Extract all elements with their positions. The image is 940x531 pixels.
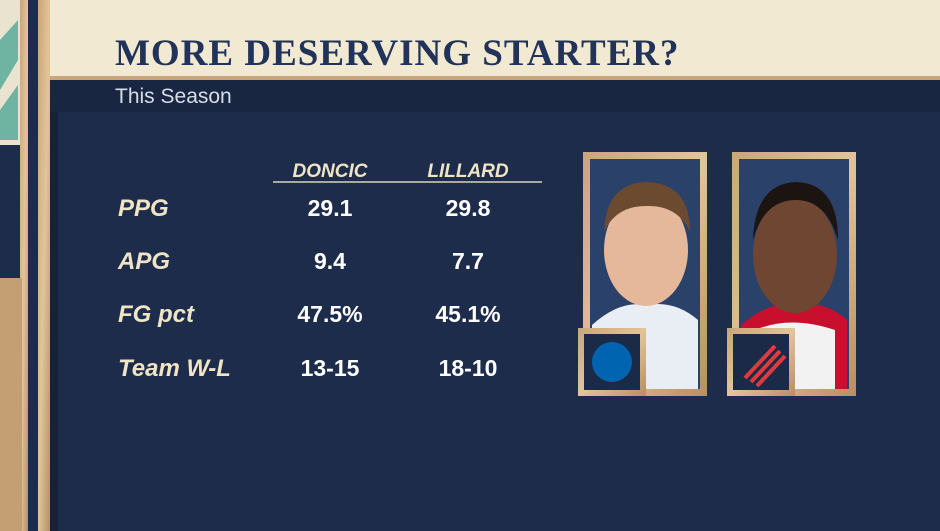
row-label: Team W-L: [118, 355, 231, 382]
player-card: [727, 152, 856, 396]
cell-value: 18-10: [439, 355, 498, 381]
logo: [743, 344, 787, 388]
column-header: LILLARD: [427, 161, 509, 182]
wood-strip: [38, 0, 50, 531]
cell-value: 45.1%: [435, 301, 500, 327]
cell-value: 47.5%: [297, 301, 362, 327]
wood-panel: [0, 278, 22, 531]
banner-edge: [50, 76, 940, 80]
player-card: [578, 152, 707, 396]
hair: [604, 182, 690, 232]
head: [753, 197, 837, 313]
row-label: PPG: [118, 195, 169, 222]
subtitle: This Season: [115, 85, 232, 108]
cell-value: 13-15: [301, 355, 360, 381]
cell-value: 29.8: [446, 195, 491, 221]
row-label: FG pct: [118, 301, 195, 328]
stats-table: DONCIC LILLARD PPG 29.1 29.8 APG 9.4 7.7 FG pct 4…: [117, 161, 509, 382]
shadow: [50, 0, 58, 531]
subtitle-band: [50, 80, 940, 112]
column-header: DONCIC: [293, 161, 368, 182]
cell-value: 9.4: [314, 248, 346, 274]
head: [604, 194, 688, 306]
side-pattern: [0, 20, 18, 140]
cell-value: 7.7: [452, 248, 484, 274]
title: MORE DESERVING STARTER?: [115, 33, 680, 74]
cell-value: 29.1: [308, 195, 353, 221]
wood-strip: [20, 0, 28, 531]
hair: [753, 182, 838, 240]
title-banner: [50, 0, 940, 76]
logo: [592, 342, 632, 382]
row-label: APG: [117, 248, 170, 275]
